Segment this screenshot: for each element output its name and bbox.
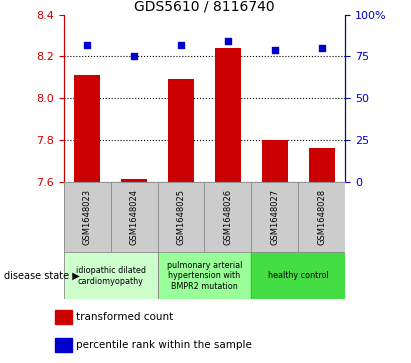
Point	[272, 47, 278, 53]
FancyBboxPatch shape	[64, 252, 157, 299]
Point	[178, 42, 184, 48]
Point	[131, 53, 137, 59]
Text: disease state ▶: disease state ▶	[4, 271, 80, 281]
Bar	[215, 48, 241, 182]
Point	[319, 45, 325, 51]
Point	[84, 42, 90, 48]
Text: GSM1648026: GSM1648026	[224, 189, 233, 245]
Text: GSM1648028: GSM1648028	[317, 189, 326, 245]
Bar	[309, 148, 335, 182]
Text: idiopathic dilated
cardiomyopathy: idiopathic dilated cardiomyopathy	[76, 266, 145, 286]
Bar	[121, 179, 147, 182]
FancyBboxPatch shape	[252, 252, 345, 299]
FancyBboxPatch shape	[157, 252, 252, 299]
Text: GSM1648023: GSM1648023	[83, 189, 92, 245]
Bar	[262, 140, 288, 182]
Bar	[55, 338, 72, 351]
Text: percentile rank within the sample: percentile rank within the sample	[76, 339, 252, 350]
Bar	[55, 310, 72, 324]
Text: GSM1648027: GSM1648027	[270, 189, 279, 245]
Text: healthy control: healthy control	[268, 272, 329, 280]
Bar	[168, 79, 194, 182]
FancyBboxPatch shape	[64, 182, 345, 252]
Text: pulmonary arterial
hypertension with
BMPR2 mutation: pulmonary arterial hypertension with BMP…	[167, 261, 242, 291]
Point	[225, 38, 231, 44]
Bar	[74, 75, 100, 182]
Title: GDS5610 / 8116740: GDS5610 / 8116740	[134, 0, 275, 13]
Text: transformed count: transformed count	[76, 311, 173, 322]
Text: GSM1648025: GSM1648025	[176, 189, 185, 245]
Text: GSM1648024: GSM1648024	[129, 189, 139, 245]
